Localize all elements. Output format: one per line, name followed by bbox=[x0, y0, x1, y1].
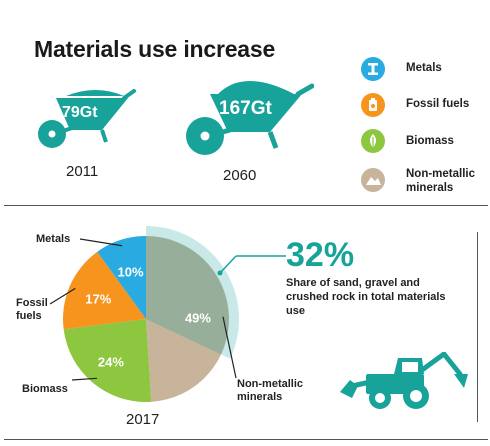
backhoe-icon bbox=[340, 352, 468, 409]
rocks-icon bbox=[361, 168, 385, 192]
pie-percent-label-fossil-fuels: 17% bbox=[85, 291, 111, 306]
year-label-2011: 2011 bbox=[66, 163, 99, 180]
pie-year-label: 2017 bbox=[126, 411, 160, 428]
pie-leader-biomass bbox=[71, 377, 97, 381]
pie-outer-label-biomass: Biomass bbox=[22, 383, 68, 395]
pie-chart: 10% 17% 24% 49% bbox=[49, 226, 239, 402]
highlight-percent: 32% bbox=[286, 236, 355, 274]
callout-leader bbox=[217, 255, 286, 276]
legend-label-metals: Metals bbox=[406, 62, 442, 74]
divider bbox=[477, 232, 478, 422]
pie-slice-non-metallic-minerals bbox=[146, 236, 229, 402]
divider bbox=[4, 205, 488, 206]
year-label-2060: 2060 bbox=[223, 167, 257, 184]
metal-bar-icon bbox=[361, 57, 385, 81]
highlight-ring bbox=[146, 226, 239, 359]
pie-percent-label-non-metallic-minerals: 49% bbox=[185, 310, 211, 325]
pie-leader-metals bbox=[79, 238, 123, 247]
highlight-overlay bbox=[146, 236, 229, 355]
pie-outer-label-non-metallic-minerals: Non-metallic minerals bbox=[237, 378, 304, 403]
wheelbarrow-icon bbox=[186, 81, 314, 155]
pie-slice-fossil-fuels bbox=[63, 251, 146, 330]
page-title: Materials use increase bbox=[34, 36, 276, 62]
pie-slice-metals bbox=[97, 236, 146, 319]
wheelbarrow-value-2011: 79Gt bbox=[62, 104, 98, 121]
leaf-icon bbox=[361, 129, 385, 153]
highlight-description: Share of sand, gravel and crushed rock i… bbox=[286, 277, 446, 317]
pie-outer-label-metals: Metals bbox=[36, 233, 71, 245]
pie-leader-fossil-fuels bbox=[49, 287, 76, 305]
pie-percent-label-metals: 10% bbox=[118, 264, 144, 279]
legend-label-fossil-fuels: Fossil fuels bbox=[406, 98, 470, 110]
wheelbarrow-value-2060: 167Gt bbox=[219, 98, 272, 119]
pie-percent-label-biomass: 24% bbox=[98, 354, 124, 369]
fuel-canister-icon bbox=[361, 93, 385, 117]
legend-label-biomass: Biomass bbox=[406, 135, 454, 147]
pie-outer-label-fossil-fuels: Fossil fuels bbox=[16, 297, 48, 322]
pie-slice-biomass bbox=[63, 319, 152, 402]
legend-label-non-metallic-minerals: Non-metallic minerals bbox=[406, 168, 476, 194]
wheelbarrow-icon bbox=[38, 89, 136, 148]
divider bbox=[4, 439, 488, 440]
pie-leader-non-metallic-minerals bbox=[222, 316, 237, 379]
